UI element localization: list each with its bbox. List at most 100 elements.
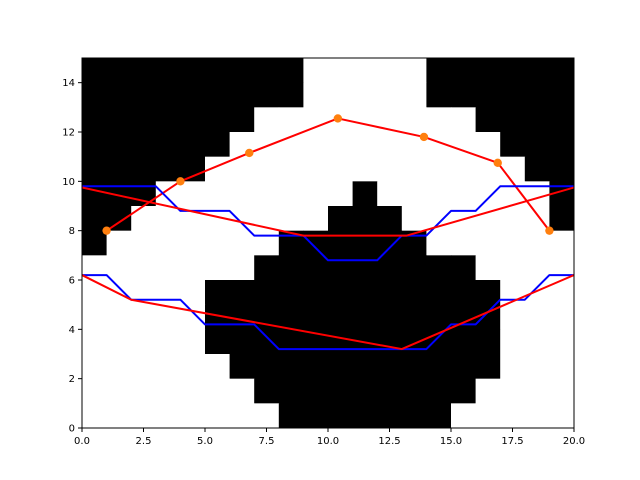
image-cell: [82, 329, 107, 355]
image-cell: [229, 329, 255, 355]
image-cell: [451, 378, 476, 404]
image-cell: [82, 230, 107, 256]
image-cell: [278, 58, 304, 84]
image-cell: [131, 58, 157, 84]
image-cell: [205, 107, 230, 133]
image-cell: [328, 329, 353, 355]
image-cell: [328, 156, 353, 182]
image-cell: [254, 378, 280, 404]
data-point-marker: [545, 226, 554, 235]
image-cell: [451, 329, 476, 355]
image-cell: [549, 107, 575, 133]
image-cell: [475, 329, 501, 355]
image-cell: [131, 329, 157, 355]
image-cell: [549, 82, 575, 108]
x-tick-label: 15.0: [440, 436, 462, 447]
image-cell: [82, 304, 107, 330]
image-cell: [328, 255, 353, 281]
image-cell: [303, 230, 329, 256]
image-cell: [303, 107, 329, 133]
image-cell: [549, 354, 575, 380]
image-cell: [377, 58, 403, 84]
image-cell: [82, 206, 107, 232]
image-cell: [205, 403, 230, 429]
image-cell: [475, 58, 501, 84]
x-tick-label: 17.5: [501, 436, 523, 447]
image-cell: [426, 58, 452, 84]
image-cell: [451, 230, 476, 256]
image-cell: [352, 107, 378, 133]
image-cell: [377, 132, 403, 158]
image-cell: [254, 58, 280, 84]
image-cell: [229, 82, 255, 108]
image-cell: [451, 354, 476, 380]
image-cell: [131, 354, 157, 380]
image-cell: [401, 206, 427, 232]
image-cell: [549, 403, 575, 429]
image-cell: [155, 378, 181, 404]
image-cell: [426, 181, 452, 207]
image-cell: [254, 107, 280, 133]
image-cell: [475, 378, 501, 404]
image-cell: [205, 58, 230, 84]
image-cell: [229, 280, 255, 306]
image-cell: [303, 304, 329, 330]
y-tick-label: 8: [69, 226, 75, 237]
image-cell: [180, 280, 206, 306]
image-cell: [106, 280, 132, 306]
image-cell: [131, 378, 157, 404]
image-cell: [254, 82, 280, 108]
image-cell: [475, 132, 501, 158]
image-cell: [106, 354, 132, 380]
image-cell: [549, 329, 575, 355]
image-cell: [401, 107, 427, 133]
image-cell: [278, 181, 304, 207]
image-cell: [180, 82, 206, 108]
image-cell: [328, 280, 353, 306]
image-cell: [155, 354, 181, 380]
image-cell: [451, 255, 476, 281]
image-cell: [229, 107, 255, 133]
marker-layer: [102, 114, 554, 235]
image-cell: [180, 181, 206, 207]
image-cell: [131, 156, 157, 182]
image-cell: [524, 403, 550, 429]
image-cell: [426, 230, 452, 256]
image-cell: [229, 403, 255, 429]
background-grid-image: [82, 58, 575, 429]
image-cell: [401, 255, 427, 281]
image-cell: [155, 156, 181, 182]
image-cell: [401, 181, 427, 207]
x-tick-label: 2.5: [136, 436, 152, 447]
image-cell: [426, 107, 452, 133]
image-cell: [549, 132, 575, 158]
image-cell: [278, 403, 304, 429]
image-cell: [229, 230, 255, 256]
image-cell: [377, 280, 403, 306]
image-cell: [278, 206, 304, 232]
image-cell: [131, 304, 157, 330]
image-cell: [377, 255, 403, 281]
image-cell: [205, 230, 230, 256]
image-cell: [303, 354, 329, 380]
image-cell: [524, 107, 550, 133]
image-cell: [377, 230, 403, 256]
image-cell: [352, 82, 378, 108]
image-cell: [500, 230, 526, 256]
image-cell: [155, 107, 181, 133]
image-cell: [155, 206, 181, 232]
series-line-4: [82, 274, 574, 351]
image-cell: [303, 280, 329, 306]
image-cell: [377, 403, 403, 429]
image-cell: [106, 329, 132, 355]
image-cell: [524, 230, 550, 256]
data-point-marker: [333, 114, 343, 123]
image-cell: [401, 354, 427, 380]
image-cell: [328, 58, 353, 84]
series-line-3: [82, 186, 574, 237]
image-cell: [426, 403, 452, 429]
image-cell: [303, 82, 329, 108]
image-cell: [377, 156, 403, 182]
image-cell: [524, 280, 550, 306]
